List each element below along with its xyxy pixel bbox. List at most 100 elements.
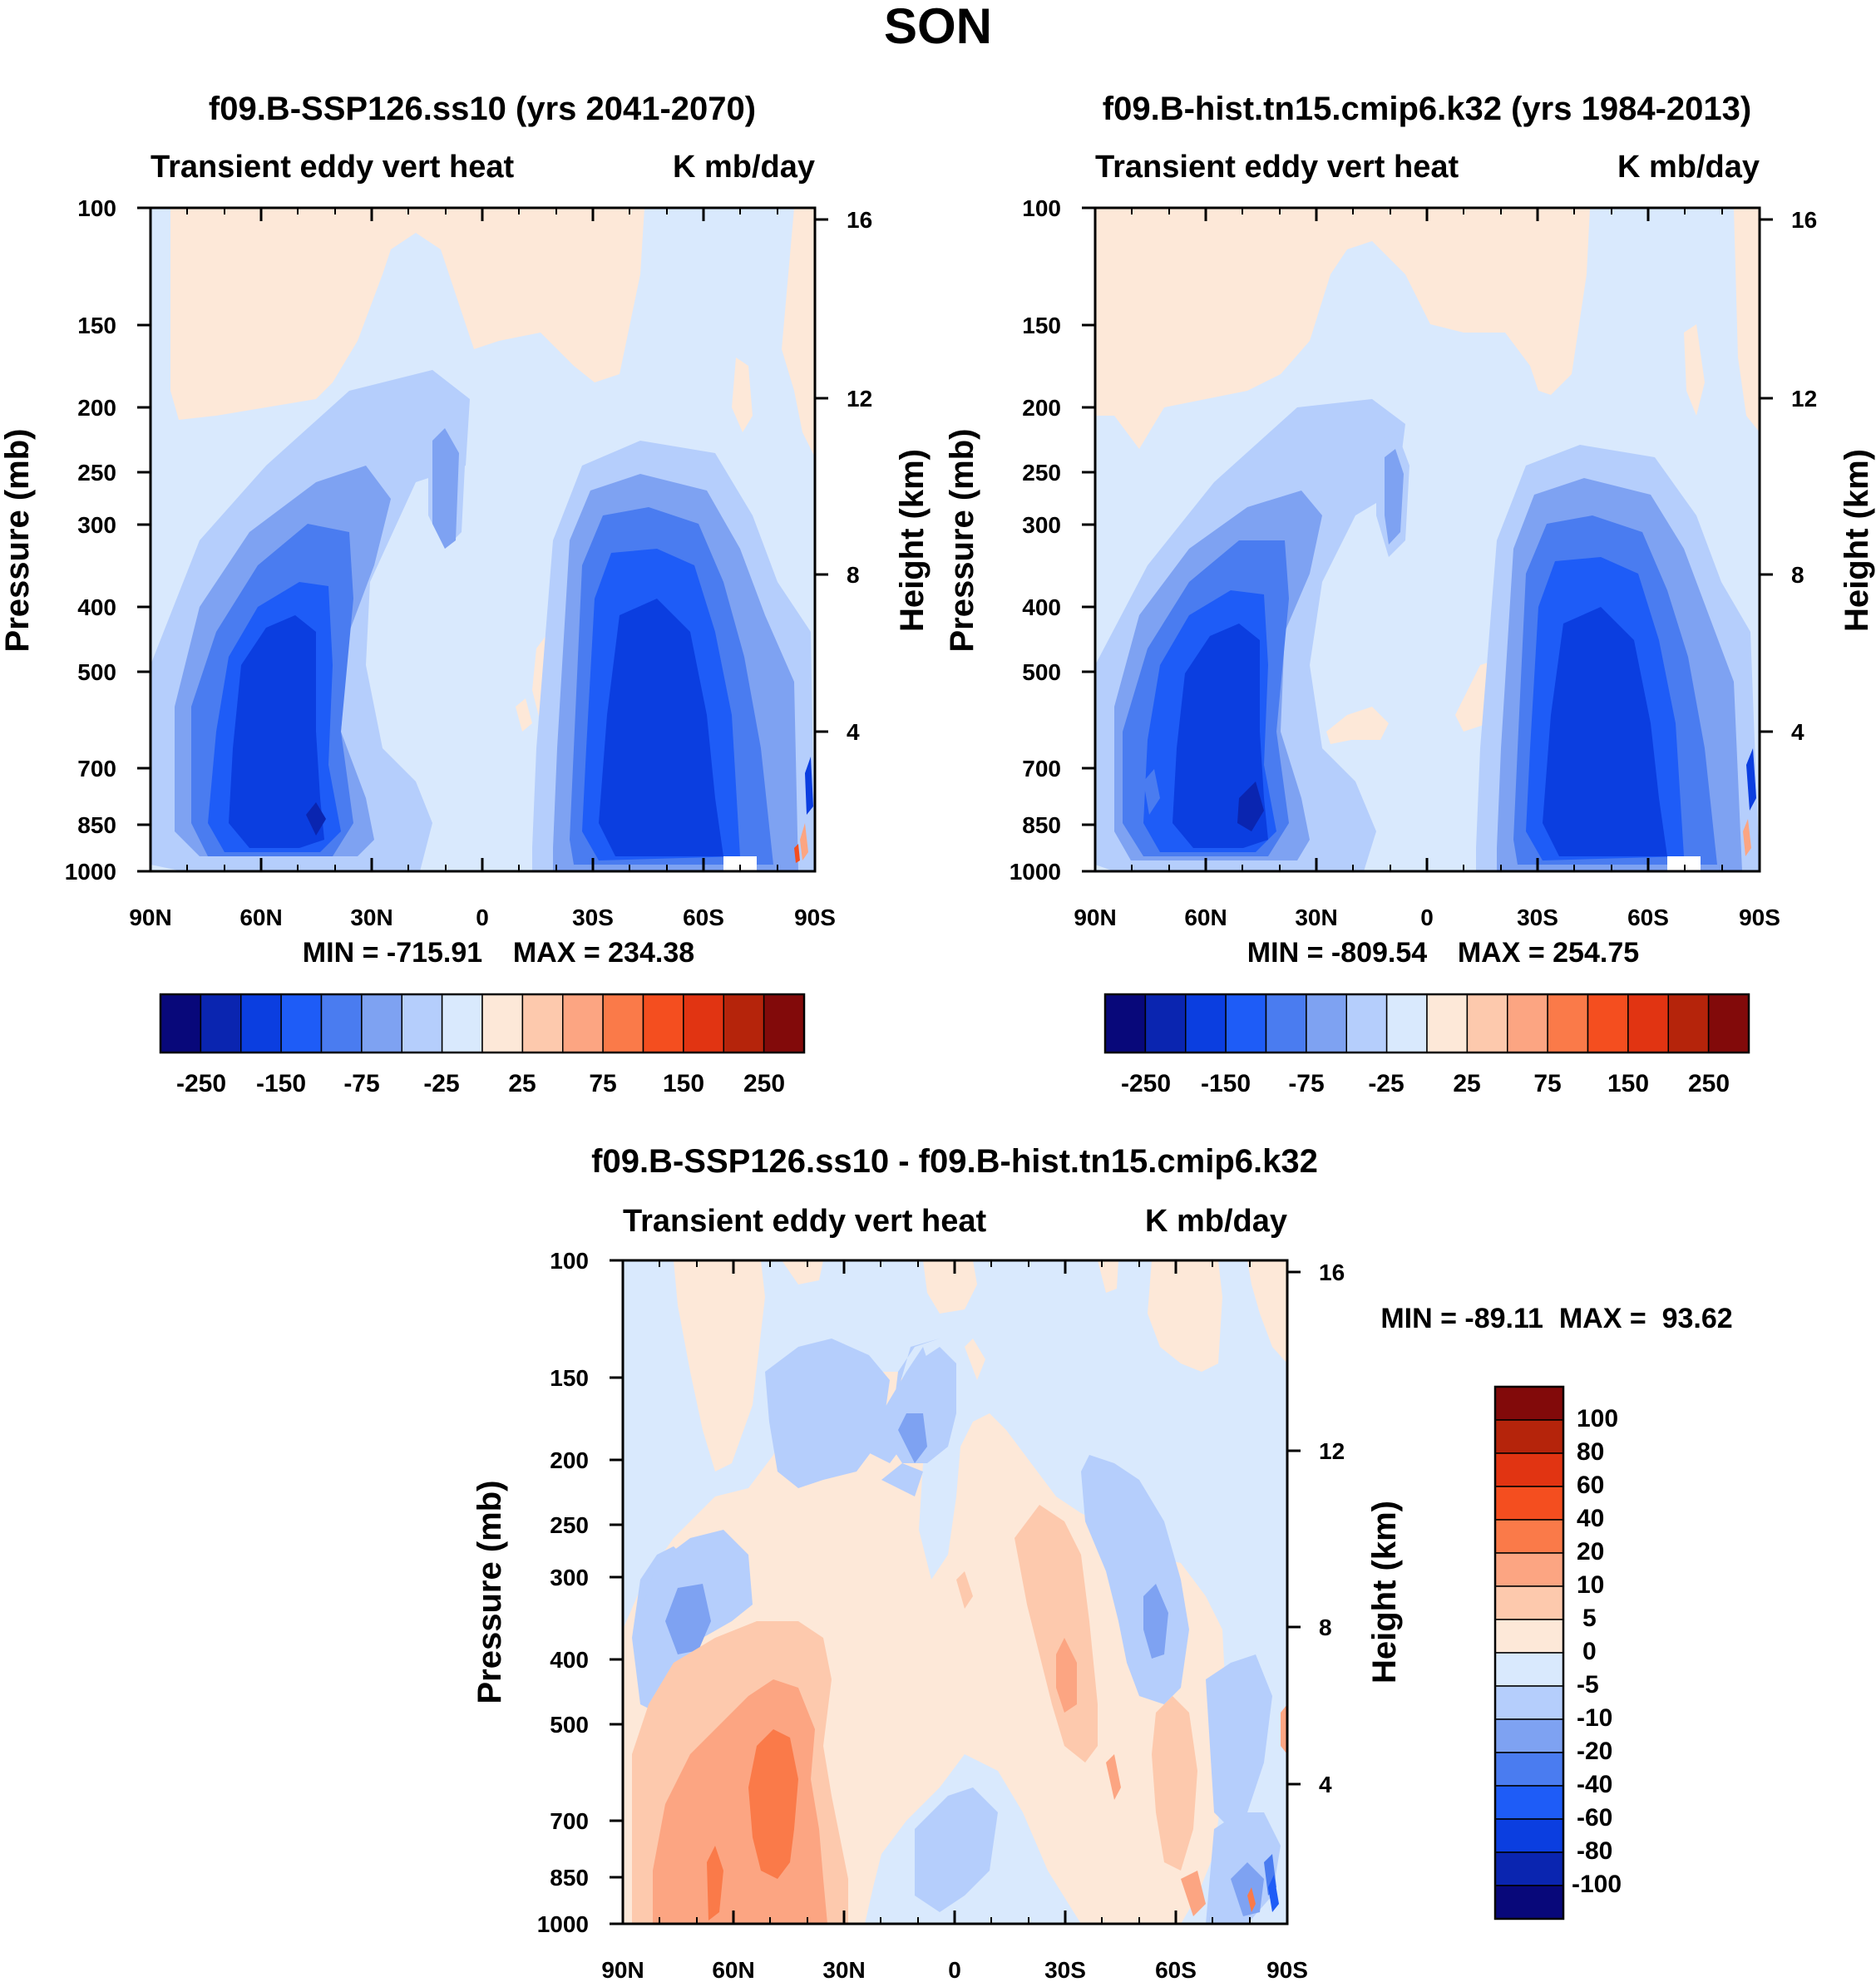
panel-3-left-string: Transient eddy vert heat (623, 1204, 986, 1239)
panel-3-y-tick-label: 500 (550, 1712, 589, 1738)
panel-1-x-ticks (149, 208, 817, 871)
panel-3-colorbar (1493, 1385, 1565, 1920)
colorbar-swatch (160, 993, 202, 1053)
panel-2-y-tick-label: 200 (1022, 395, 1061, 421)
colorbar-swatch (240, 993, 282, 1053)
colorbar-swatch (1225, 993, 1267, 1053)
cb1-label: -75 (343, 1070, 379, 1097)
panel-3-y-right-tick-label: 8 (1319, 1615, 1332, 1640)
panel-1-y-right-axis-label: Height (km) (894, 449, 931, 632)
panel-2-y-right-tick-label: 4 (1791, 719, 1804, 745)
colorbar-swatch (642, 993, 684, 1053)
cb2-label: -150 (1201, 1070, 1251, 1097)
panel-3-y-tick-label: 150 (550, 1365, 589, 1391)
cb3-label: 100 (1577, 1405, 1618, 1432)
panel-1-y-tick-label: 200 (77, 395, 116, 421)
cb1-label: 250 (743, 1070, 785, 1097)
panel-2-y-tick-label: 500 (1022, 659, 1061, 685)
panel-2-y-ticks (1082, 206, 1773, 873)
colorbar-swatch (1494, 1419, 1564, 1454)
cb3-label: -100 (1572, 1871, 1622, 1898)
colorbar-swatch (1494, 1718, 1564, 1753)
colorbar-swatch (1494, 1818, 1564, 1853)
panel-3-y-ticks (610, 1259, 1301, 1925)
cb3-label: 0 (1582, 1638, 1597, 1665)
panel-3-y-tick-label: 700 (550, 1808, 589, 1834)
panel-2-x-tick-label: 90S (1739, 905, 1780, 930)
colorbar-swatch (723, 993, 765, 1053)
cb2-label: -250 (1121, 1070, 1171, 1097)
panel-1-x-minor-ticks (186, 208, 778, 871)
panel-1-x-tick-label: 30S (572, 905, 614, 930)
cb3-label: 5 (1582, 1605, 1597, 1632)
panel-difference: f09.B-SSP126.ss10 - f09.B-hist.tn15.cmip… (471, 1143, 1733, 1982)
panel-2-x-ticks (1094, 208, 1761, 871)
cb2-label: 75 (1533, 1070, 1561, 1097)
panel-2-x-tick-label: 30S (1517, 905, 1558, 930)
colorbar-swatch (1494, 1386, 1564, 1421)
colorbar-swatch (401, 993, 443, 1053)
cb3-label: 20 (1577, 1538, 1604, 1565)
colorbar-frame (1493, 1385, 1565, 1920)
cb1-label: -25 (423, 1070, 459, 1097)
panel-2-x-tick-label: 0 (1420, 905, 1434, 930)
colorbar-swatch (200, 993, 242, 1053)
colorbar-swatch (1547, 993, 1589, 1053)
colorbar-swatch (280, 993, 323, 1053)
panel-1-y-tick-label: 250 (77, 460, 116, 486)
panel-3-x-tick-label: 90S (1266, 1957, 1308, 1982)
panel-2-y-tick-label: 850 (1022, 812, 1061, 838)
panel-2-x-tick-label: 60N (1184, 905, 1227, 930)
colorbar-swatch (1494, 1851, 1564, 1886)
panel-3-y-tick-label: 100 (550, 1248, 589, 1274)
panel-1-y-tick-label: 100 (77, 195, 116, 221)
panel-3-x-tick-label: 30N (822, 1957, 865, 1982)
cb2-label: 25 (1453, 1070, 1480, 1097)
panel-1-min-label: MIN = -715.91 (303, 937, 482, 969)
cb1-label: 25 (508, 1070, 536, 1097)
panel-2-y-axis-label: Pressure (mb) (944, 429, 980, 653)
panel-1-y-right-tick-label: 16 (847, 207, 872, 233)
panel-1-x-tick-label: 90N (129, 905, 171, 930)
cb3-label: -40 (1577, 1771, 1612, 1798)
panel-1-y-right-tick-label: 4 (847, 719, 860, 745)
colorbar-swatch (1185, 993, 1227, 1053)
panel-3-right-string: K mb/day (1145, 1204, 1287, 1239)
colorbar-swatch (1494, 1585, 1564, 1620)
p1-positive-region-top (170, 208, 644, 420)
p2-positive-region-top (1095, 208, 1590, 449)
panel-3-minmax-label: MIN = -89.11 MAX = 93.62 (1380, 1303, 1732, 1334)
colorbar-swatch (1494, 1486, 1564, 1521)
colorbar-swatch (1104, 993, 1147, 1053)
panel-2-y-right-axis-label: Height (km) (1839, 449, 1875, 632)
colorbar-swatch (562, 993, 604, 1053)
colorbar-swatch (521, 993, 564, 1053)
colorbar-swatch (1667, 993, 1710, 1053)
panel-1-x-tick-label: 30N (350, 905, 392, 930)
colorbar-frame (1103, 993, 1750, 1054)
colorbar-swatch (1494, 1519, 1564, 1554)
colorbar-swatch (1494, 1785, 1564, 1820)
cb3-label: 60 (1577, 1472, 1604, 1499)
cb3-label: -5 (1577, 1671, 1599, 1699)
panel-2-y-tick-label: 250 (1022, 460, 1061, 486)
panel-3-y-right-tick-label: 16 (1319, 1260, 1345, 1285)
panel-2-x-tick-label: 60S (1627, 905, 1669, 930)
panel-1-y-tick-label: 850 (77, 812, 116, 838)
panel-1-y-tick-label: 700 (77, 756, 116, 781)
panel-2-x-tick-label: 90N (1074, 905, 1116, 930)
colorbar-swatch (1494, 1552, 1564, 1587)
cb2-label: -25 (1368, 1070, 1404, 1097)
colorbar-swatch (1707, 993, 1750, 1053)
panel-3-y-right-tick-label: 4 (1319, 1772, 1332, 1797)
panel-1-title: f09.B-SSP126.ss10 (yrs 2041-2070) (209, 91, 756, 127)
panel-2-x-tick-label: 30N (1295, 905, 1337, 930)
colorbar-swatch (481, 993, 524, 1053)
figure-title: SON (884, 0, 992, 54)
panel-3-x-minor-ticks (659, 1260, 1251, 1924)
panel-3-x-tick-label: 60S (1155, 1957, 1197, 1982)
panel-3-y-tick-label: 300 (550, 1565, 589, 1590)
panel-1-y-tick-label: 1000 (65, 859, 116, 885)
panel-1-max-label: MAX = 234.38 (513, 937, 694, 969)
